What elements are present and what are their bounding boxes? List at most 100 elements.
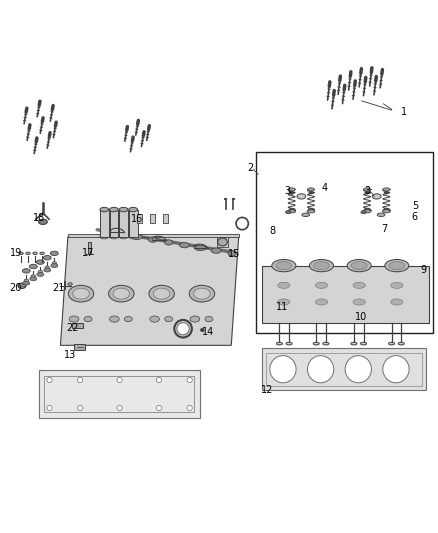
Ellipse shape [272, 260, 296, 272]
Ellipse shape [113, 288, 130, 299]
Ellipse shape [51, 264, 58, 268]
Bar [100, 209, 109, 237]
Ellipse shape [270, 356, 296, 383]
Bar [262, 265, 429, 322]
Ellipse shape [364, 188, 371, 191]
Bar [119, 209, 128, 237]
Bar [39, 370, 200, 418]
Ellipse shape [286, 342, 292, 345]
Ellipse shape [377, 213, 385, 216]
Text: 4: 4 [322, 183, 328, 192]
Ellipse shape [315, 299, 328, 305]
Ellipse shape [110, 207, 118, 212]
Text: 9: 9 [420, 265, 427, 275]
Bar [217, 237, 228, 247]
Ellipse shape [389, 342, 395, 345]
Ellipse shape [302, 213, 310, 216]
Ellipse shape [372, 194, 381, 199]
Ellipse shape [289, 208, 294, 211]
Bar [110, 209, 118, 237]
Ellipse shape [78, 377, 83, 383]
Ellipse shape [68, 282, 72, 285]
Ellipse shape [307, 210, 315, 213]
Ellipse shape [26, 252, 30, 255]
Ellipse shape [323, 342, 329, 345]
Ellipse shape [232, 198, 235, 200]
Ellipse shape [288, 210, 296, 213]
Text: 19: 19 [10, 248, 22, 259]
Ellipse shape [224, 198, 227, 200]
Bar [163, 214, 168, 223]
Ellipse shape [47, 405, 52, 410]
Ellipse shape [19, 252, 23, 255]
Text: 1: 1 [401, 107, 407, 117]
Ellipse shape [124, 317, 132, 322]
Ellipse shape [391, 282, 403, 288]
Ellipse shape [385, 260, 409, 272]
Ellipse shape [131, 235, 142, 239]
Polygon shape [68, 233, 239, 237]
Ellipse shape [205, 317, 213, 322]
Ellipse shape [52, 262, 57, 264]
Ellipse shape [100, 235, 109, 239]
Text: 3: 3 [364, 186, 371, 196]
Ellipse shape [40, 252, 44, 255]
Ellipse shape [117, 377, 122, 383]
Ellipse shape [110, 235, 118, 239]
Ellipse shape [43, 255, 51, 260]
Ellipse shape [194, 288, 210, 299]
Ellipse shape [187, 377, 192, 383]
Ellipse shape [109, 285, 134, 302]
Ellipse shape [44, 268, 51, 272]
Text: 3: 3 [284, 186, 290, 196]
Bar [262, 349, 426, 390]
Text: 14: 14 [202, 327, 215, 337]
Text: 18: 18 [33, 213, 45, 223]
Bar [74, 344, 85, 350]
Ellipse shape [165, 317, 173, 322]
Text: 12: 12 [261, 385, 273, 395]
Text: 16: 16 [131, 214, 143, 224]
Bar [150, 214, 155, 223]
Text: 11: 11 [276, 302, 288, 312]
Ellipse shape [100, 229, 110, 234]
Bar [137, 214, 142, 223]
Ellipse shape [180, 243, 190, 248]
Ellipse shape [384, 208, 389, 211]
Text: 15: 15 [228, 249, 240, 259]
Ellipse shape [156, 405, 162, 410]
Ellipse shape [22, 269, 30, 273]
Ellipse shape [29, 264, 37, 269]
Ellipse shape [110, 316, 119, 322]
Ellipse shape [389, 262, 405, 270]
Ellipse shape [115, 231, 127, 237]
Ellipse shape [353, 299, 365, 305]
Bar [72, 324, 83, 328]
Ellipse shape [363, 210, 371, 213]
Polygon shape [60, 237, 239, 345]
Bar [129, 209, 138, 237]
Ellipse shape [347, 260, 371, 272]
Ellipse shape [129, 235, 138, 239]
Ellipse shape [100, 207, 109, 212]
Ellipse shape [38, 270, 42, 273]
Ellipse shape [177, 322, 189, 335]
Text: 5: 5 [412, 201, 418, 211]
Ellipse shape [189, 285, 215, 302]
Ellipse shape [313, 342, 319, 345]
Text: 10: 10 [355, 312, 367, 322]
Ellipse shape [129, 207, 138, 212]
Ellipse shape [39, 219, 47, 224]
Ellipse shape [119, 235, 128, 239]
Bar [44, 376, 194, 413]
Ellipse shape [309, 192, 313, 194]
Ellipse shape [288, 188, 295, 191]
Ellipse shape [307, 188, 314, 191]
Text: 13: 13 [64, 350, 76, 360]
Ellipse shape [290, 192, 294, 194]
Bar [266, 353, 422, 386]
Ellipse shape [33, 252, 37, 255]
Text: 22: 22 [67, 323, 79, 333]
Ellipse shape [45, 266, 49, 269]
Ellipse shape [69, 316, 79, 322]
